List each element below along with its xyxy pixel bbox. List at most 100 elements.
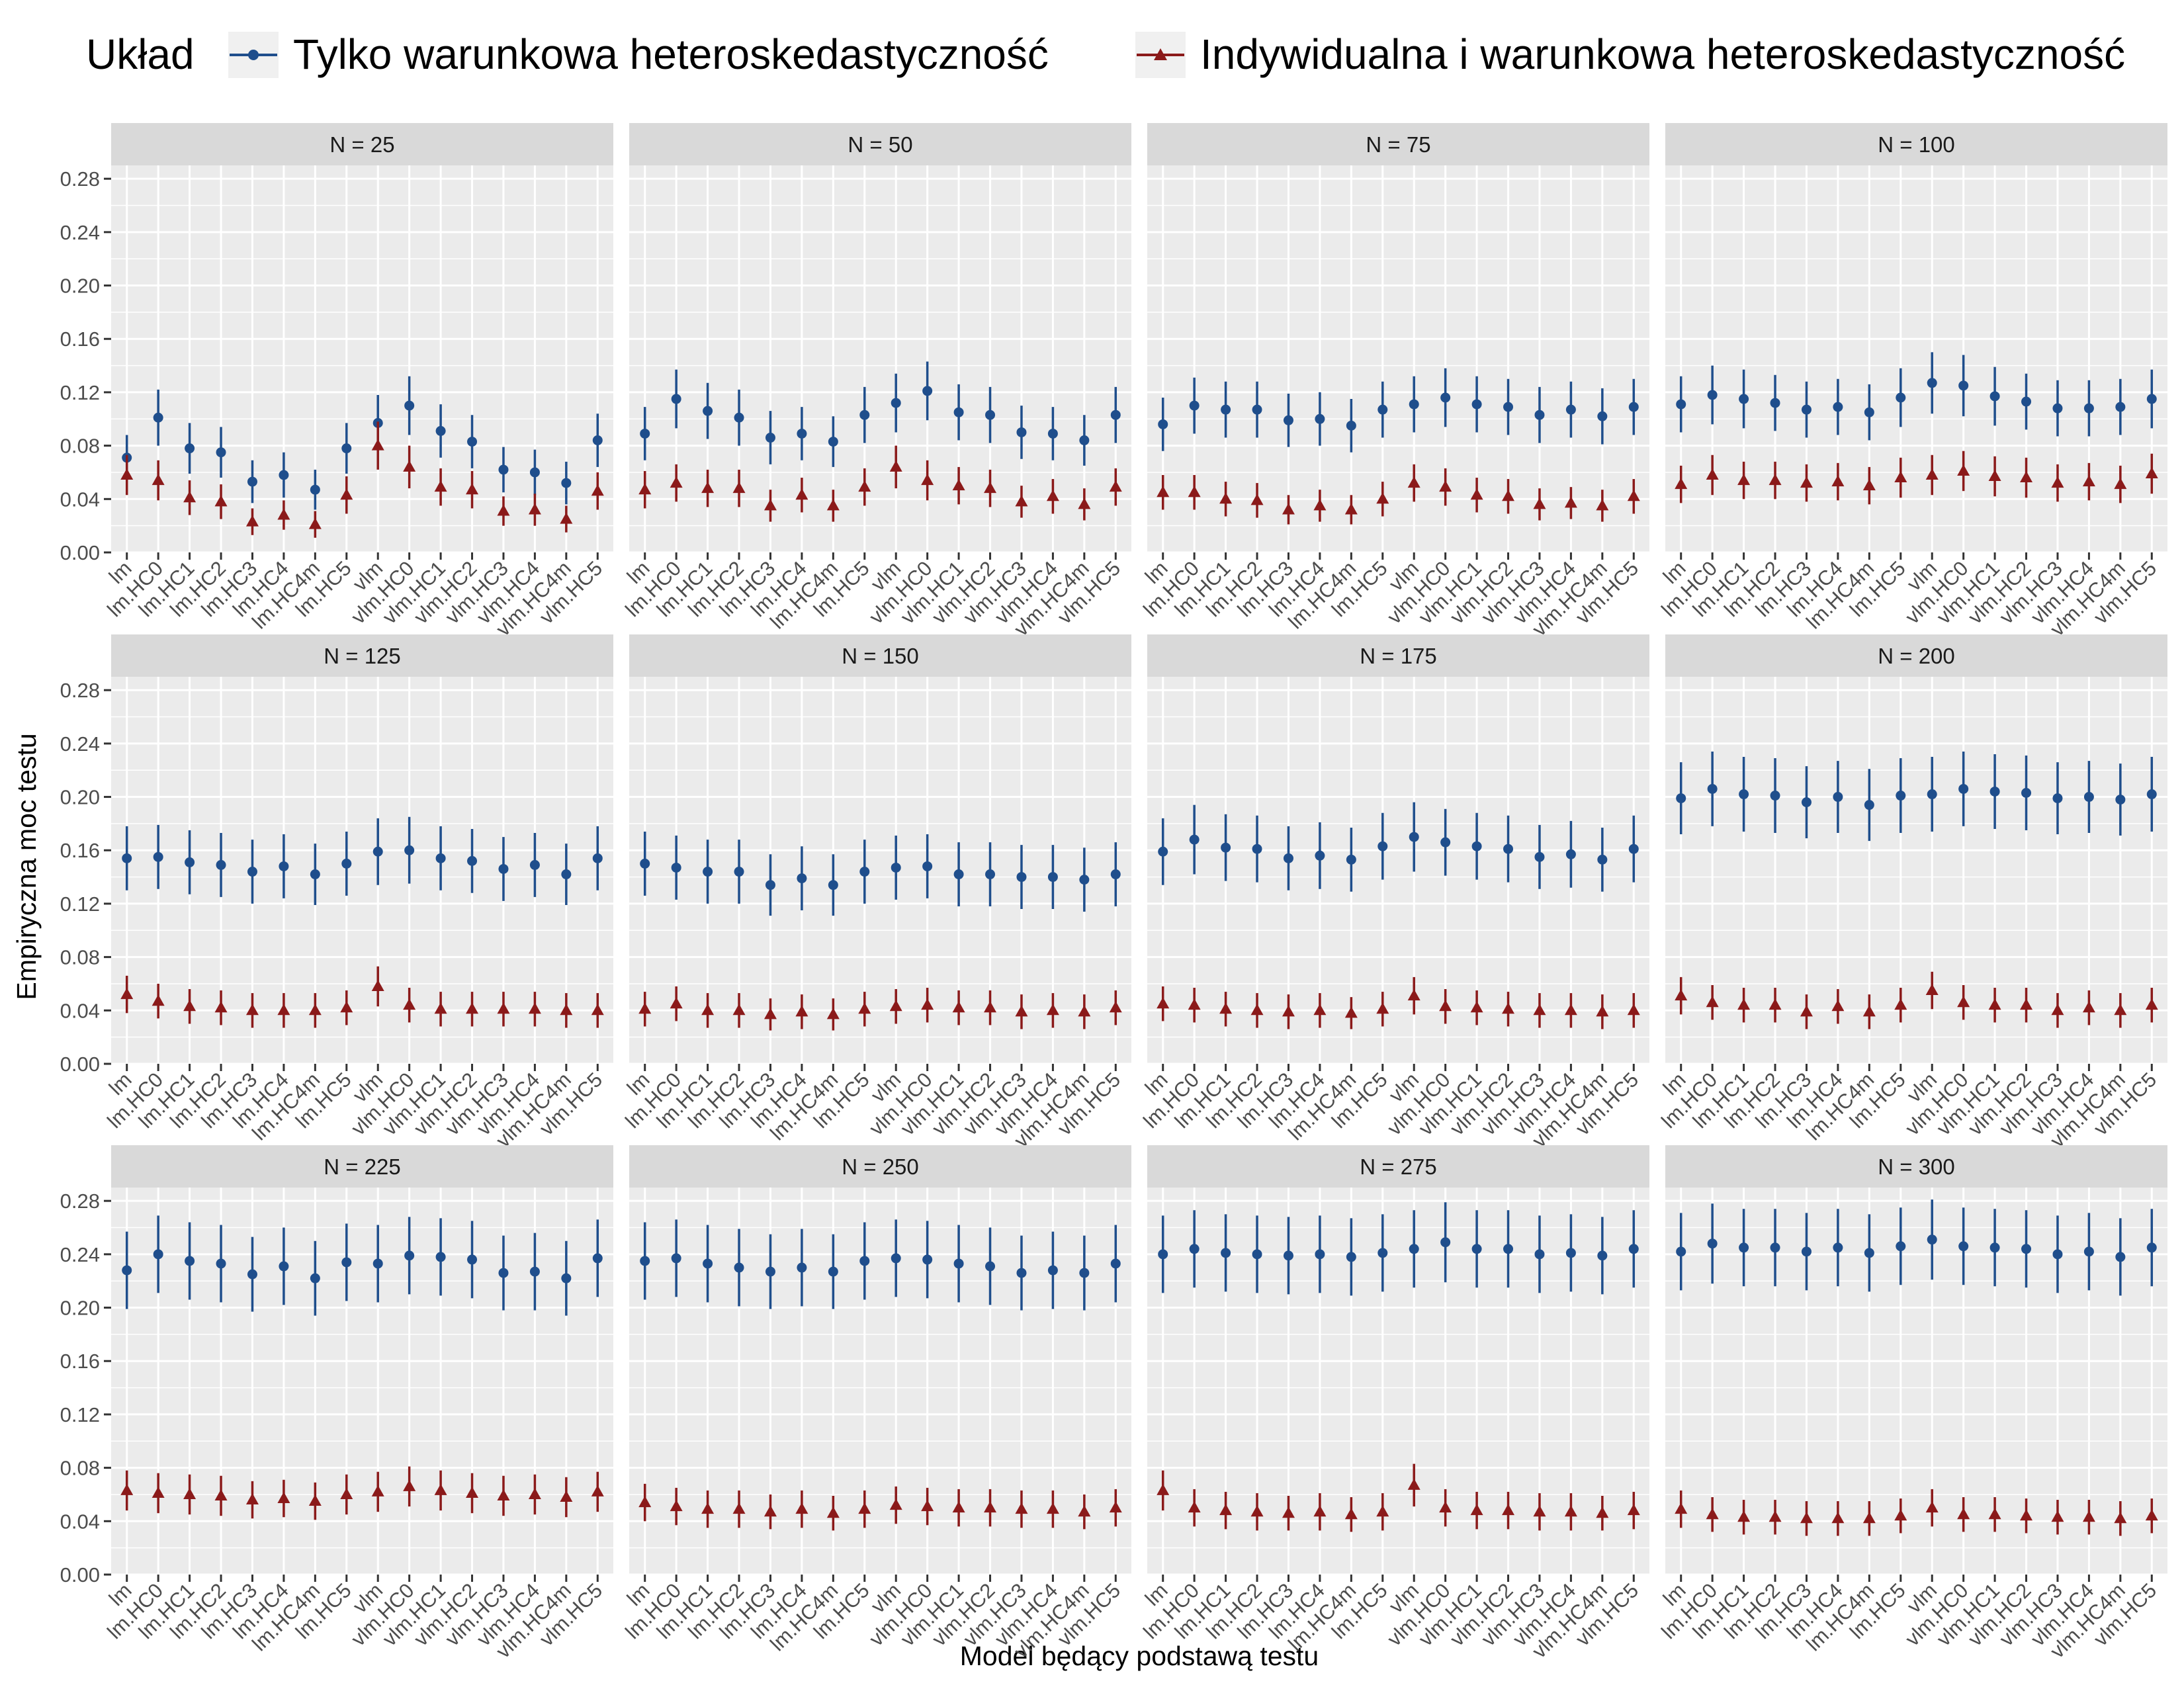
data-point-circle	[1864, 407, 1874, 417]
data-point-circle	[153, 412, 163, 423]
y-tick-label: 0.08	[60, 1457, 100, 1480]
y-tick-label: 0.20	[60, 786, 100, 809]
data-point-triangle	[308, 1495, 322, 1506]
data-point-triangle	[466, 1486, 479, 1498]
panel-background	[629, 677, 1131, 1064]
data-point-circle	[1377, 1248, 1388, 1258]
data-point-triangle	[952, 479, 965, 491]
panel-background	[111, 165, 613, 552]
data-point-triangle	[826, 1506, 840, 1518]
facet-strip-label: N = 150	[842, 644, 919, 668]
data-point-triangle	[2145, 466, 2158, 478]
data-point-circle	[1597, 411, 1608, 421]
data-point-triangle	[245, 1493, 259, 1505]
data-point-triangle	[1800, 1512, 1813, 1524]
data-point-circle	[1079, 435, 1090, 446]
data-point-circle	[1440, 1237, 1451, 1248]
panel-background	[111, 677, 613, 1064]
data-point-circle	[341, 443, 352, 454]
data-point-triangle	[497, 1002, 510, 1014]
data-point-circle	[529, 859, 540, 870]
data-point-circle	[1565, 1248, 1576, 1258]
data-point-triangle	[308, 517, 322, 529]
data-point-circle	[247, 1269, 257, 1279]
data-point-triangle	[1502, 1504, 1515, 1516]
data-point-circle	[1283, 1250, 1293, 1261]
data-point-circle	[1628, 402, 1639, 412]
y-tick-label: 0.00	[60, 1563, 100, 1586]
data-point-circle	[1315, 1249, 1325, 1260]
y-tick-label: 0.24	[60, 732, 100, 756]
data-point-circle	[404, 400, 415, 411]
facet-strip-label: N = 175	[1360, 644, 1437, 668]
data-point-circle	[953, 1258, 964, 1269]
data-point-triangle	[1862, 479, 1876, 491]
data-point-circle	[1079, 875, 1090, 885]
data-point-circle	[1707, 1238, 1718, 1249]
data-point-circle	[310, 869, 320, 880]
data-point-circle	[216, 859, 226, 870]
data-point-circle	[640, 858, 650, 869]
data-point-triangle	[1988, 1508, 2001, 1520]
data-point-triangle	[1188, 1501, 1201, 1513]
data-point-circle	[1739, 1242, 1749, 1253]
data-point-circle	[1047, 1265, 1058, 1276]
data-point-circle	[703, 1258, 713, 1269]
data-point-triangle	[1502, 490, 1515, 501]
data-point-triangle	[1564, 1004, 1577, 1016]
data-point-triangle	[591, 1004, 604, 1016]
data-point-circle	[1707, 390, 1718, 400]
data-point-circle	[1801, 404, 1812, 415]
data-point-triangle	[1219, 492, 1233, 504]
data-point-circle	[529, 1266, 540, 1277]
data-point-triangle	[1706, 1508, 1719, 1520]
data-point-triangle	[1925, 1501, 1939, 1513]
data-point-triangle	[560, 1004, 573, 1016]
data-point-triangle	[1627, 490, 1640, 501]
data-point-circle	[1989, 1242, 2000, 1253]
data-point-circle	[467, 437, 478, 447]
data-point-circle	[1707, 783, 1718, 794]
data-point-circle	[1079, 1268, 1090, 1278]
data-point-circle	[1989, 786, 2000, 797]
data-point-triangle	[1925, 468, 1939, 480]
data-point-triangle	[497, 504, 510, 516]
facet-strip	[1147, 1145, 1649, 1188]
data-point-triangle	[1627, 1004, 1640, 1016]
data-point-circle	[1565, 404, 1576, 415]
data-point-circle	[2021, 396, 2032, 407]
data-point-triangle	[1769, 474, 1782, 486]
data-point-circle	[216, 1258, 226, 1269]
data-point-triangle	[1737, 474, 1751, 486]
facet-panel: N = 1250.000.040.080.120.160.200.240.28l…	[60, 634, 613, 1152]
data-point-circle	[1346, 854, 1356, 865]
data-point-triangle	[1282, 1506, 1295, 1518]
data-point-circle	[561, 869, 572, 880]
data-point-triangle	[1894, 1509, 1907, 1521]
data-point-triangle	[984, 1001, 997, 1013]
facet-panel: N = 175lmlm.HC0lm.HC1lm.HC2lm.HC3lm.HC4l…	[1139, 634, 1649, 1152]
data-point-circle	[828, 880, 838, 890]
facet-strip	[1665, 123, 2167, 165]
data-point-circle	[467, 855, 478, 866]
data-point-circle	[310, 1273, 320, 1283]
data-point-circle	[2115, 795, 2126, 805]
y-tick-label: 0.28	[60, 167, 100, 191]
data-point-triangle	[2051, 1510, 2064, 1522]
data-point-circle	[1833, 792, 1843, 802]
data-point-circle	[2083, 792, 2094, 802]
data-point-circle	[1801, 797, 1812, 808]
data-point-triangle	[214, 495, 228, 507]
data-point-triangle	[670, 476, 683, 488]
y-tick-label: 0.20	[60, 1297, 100, 1320]
data-point-triangle	[826, 1008, 840, 1019]
y-tick-label: 0.00	[60, 541, 100, 564]
data-point-triangle	[701, 1502, 715, 1514]
panel-background	[1665, 165, 2167, 552]
data-point-triangle	[1109, 1001, 1122, 1013]
data-point-triangle	[1769, 998, 1782, 1010]
data-point-triangle	[1219, 1002, 1233, 1014]
data-point-circle	[1377, 404, 1388, 415]
data-point-circle	[1440, 837, 1451, 847]
data-point-triangle	[1250, 494, 1264, 505]
